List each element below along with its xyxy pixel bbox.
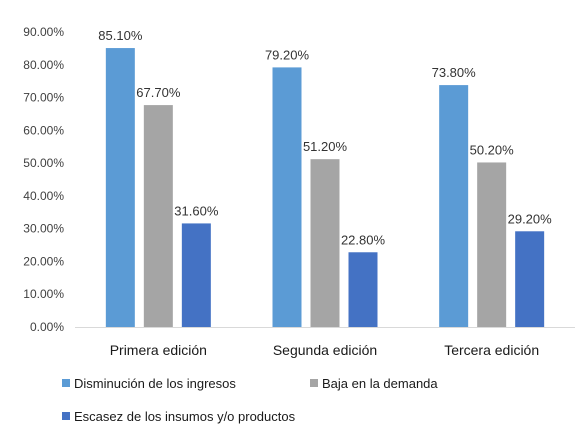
x-tick-label: Primera edición [110,342,207,358]
y-tick-label: 80.00% [23,58,64,72]
bars [105,48,545,328]
legend-label: Escasez de los insumos y/o productos [74,409,296,424]
y-tick-label: 60.00% [23,123,64,137]
y-tick-label: 30.00% [23,222,64,236]
data-label: 73.80% [432,65,477,80]
bar [143,105,173,327]
legend-swatch [62,379,70,387]
data-labels: 85.10% 67.70% 31.60% 79.20% 51.20% 22.80% 73.8… [98,28,552,247]
data-label: 85.10% [98,28,143,43]
data-label: 22.80% [341,232,386,247]
bar [439,85,469,327]
y-tick-label: 10.00% [23,287,64,301]
legend-swatch [310,379,318,387]
legend-label: Baja en la demanda [322,376,438,391]
bar [272,67,302,328]
data-label: 51.20% [303,139,348,154]
y-axis: 0.00% 10.00% 20.00% 30.00% 40.00% 50.00% 60.00… [23,25,64,334]
y-tick-label: 70.00% [23,91,64,105]
y-tick-label: 40.00% [23,189,64,203]
legend-label: Disminución de los ingresos [74,376,236,391]
y-tick-label: 90.00% [23,25,64,39]
data-label: 29.20% [508,211,553,226]
data-label: 31.60% [174,203,219,218]
y-tick-label: 20.00% [23,254,64,268]
data-label: 79.20% [265,47,310,62]
bar [310,159,340,327]
bar [477,162,507,327]
x-axis: Primera edición Segunda edición Tercera ed… [75,327,575,358]
x-tick-label: Tercera edición [444,342,539,358]
x-tick-label: Segunda edición [273,342,377,358]
data-label: 50.20% [470,142,515,157]
legend-swatch [62,412,70,420]
legend: Disminución de los ingresos Baja en la de… [62,376,438,424]
y-tick-label: 0.00% [30,320,64,334]
bar [105,48,135,328]
bar [515,231,545,327]
bar [348,252,378,327]
data-label: 67.70% [136,85,181,100]
bar [181,223,211,327]
y-tick-label: 50.00% [23,156,64,170]
